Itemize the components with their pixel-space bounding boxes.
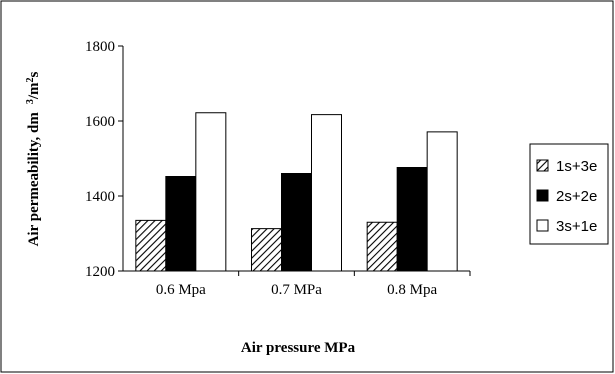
bar-2s-2e-1	[165, 176, 197, 272]
bar-1s-3e-2	[251, 228, 282, 272]
x-tick-label: 0.8 Mpa	[387, 282, 437, 298]
bar-2s-2e-2	[281, 173, 312, 272]
legend-swatch-2	[536, 189, 549, 202]
bar-3s-1e-3	[426, 131, 458, 272]
y-tick-label: 1600	[85, 114, 115, 130]
legend-label-1: 1s+3e	[556, 158, 597, 175]
y-axis-title-suffix: s	[26, 71, 42, 77]
y-axis-title-unit: /m	[26, 82, 42, 100]
legend-swatch-3	[536, 219, 549, 232]
y-tick-label: 1200	[85, 264, 115, 280]
bar-2s-2e-3	[396, 167, 428, 272]
y-tick-label: 1800	[85, 39, 115, 55]
x-tick-label: 0.6 Mpa	[156, 282, 206, 298]
x-tick-label: 0.7 MPa	[271, 282, 322, 298]
y-axis-title: Air permeability, dm 3/m2s	[25, 71, 42, 246]
bar-1s-3e-3	[366, 221, 398, 272]
legend-label-3: 3s+1e	[556, 218, 597, 235]
legend-label-2: 2s+2e	[556, 188, 597, 205]
x-axis-title: Air pressure MPa	[241, 340, 356, 356]
axes: 1200 1400 1600 1800 0.6 Mpa 0.7 MPa 0.8 Mpa	[85, 39, 471, 298]
y-axis-title-superscript-2: 2	[25, 77, 36, 82]
legend: 1s+3e 2s+2e 3s+1e	[529, 143, 609, 245]
bar-3s-1e-1	[195, 112, 227, 272]
plot-area	[135, 112, 458, 272]
legend-swatch-1	[536, 159, 549, 172]
y-tick-label: 1400	[85, 189, 115, 205]
y-axis-title-main: Air permeability, dm	[26, 112, 42, 247]
bar-1s-3e-1	[135, 219, 167, 272]
bar-3s-1e-2	[311, 114, 342, 272]
y-axis-title-superscript: 3	[25, 99, 36, 104]
